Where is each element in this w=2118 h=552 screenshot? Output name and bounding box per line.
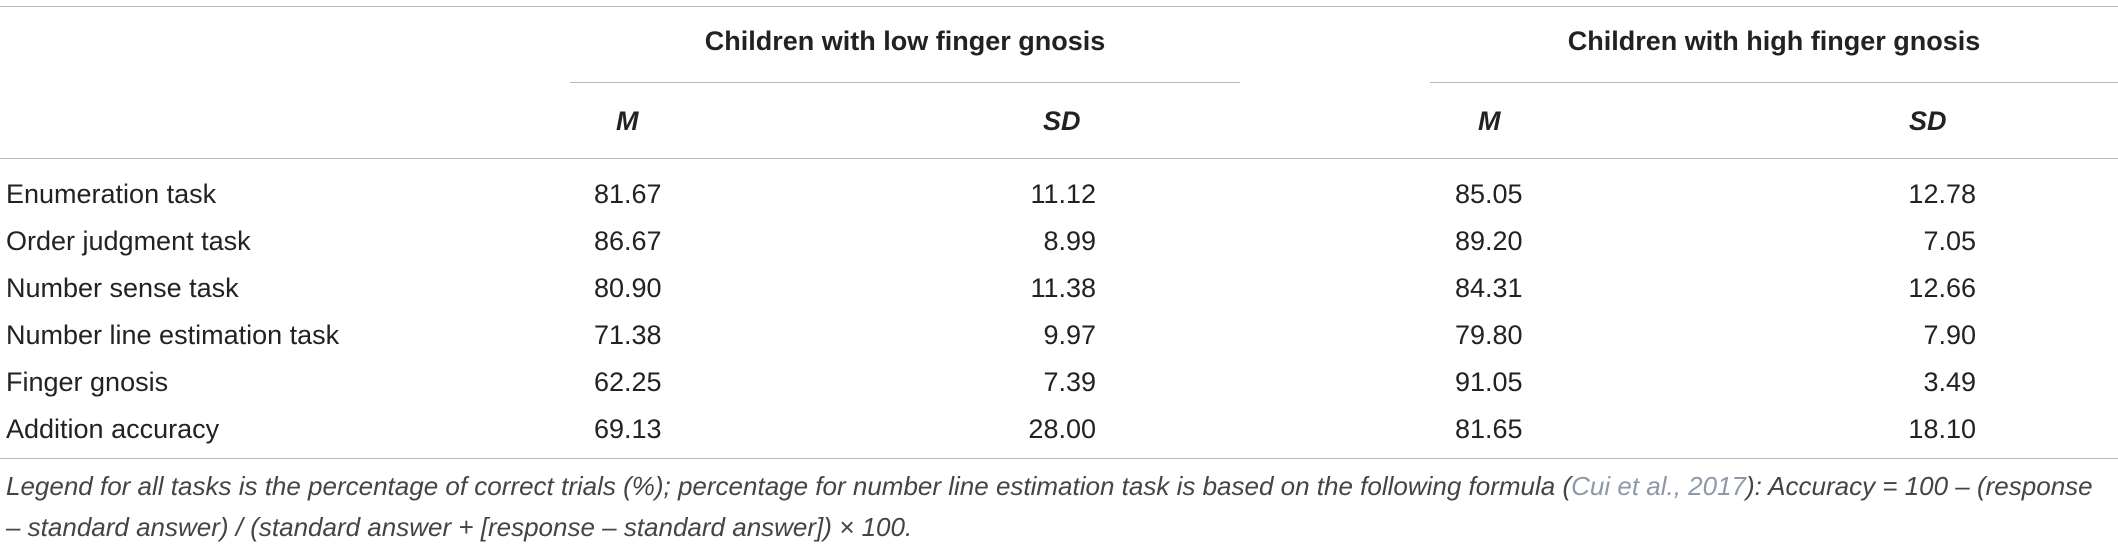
high-m-value: 79.80 xyxy=(1455,320,1523,350)
row-label: Order judgment task xyxy=(6,226,251,256)
table-bottom-rule xyxy=(0,458,2118,459)
high-sd-value: 12.66 xyxy=(1908,273,1976,303)
high-m-value: 84.31 xyxy=(1455,273,1523,303)
low-m-value: 81.67 xyxy=(594,179,662,209)
high-sd-value: 12.78 xyxy=(1908,179,1976,209)
high-group-underline xyxy=(1430,82,2118,83)
column-header-high-sd: SD xyxy=(1909,106,1947,136)
footnote-text-after-citation: ): Accuracy = 100 – (response – standard… xyxy=(6,471,2093,542)
high-m-value: 89.20 xyxy=(1455,226,1523,256)
low-sd-value: 11.38 xyxy=(1030,273,1096,303)
row-label: Finger gnosis xyxy=(6,367,169,397)
low-sd-value: 8.99 xyxy=(1043,226,1096,256)
low-m-value: 69.13 xyxy=(594,414,662,444)
high-m-value: 81.65 xyxy=(1455,414,1523,444)
high-sd-value: 7.05 xyxy=(1923,226,1976,256)
row-label: Addition accuracy xyxy=(6,414,220,444)
low-m-value: 86.67 xyxy=(594,226,662,256)
footnote-text-before-citation: Legend for all tasks is the percentage o… xyxy=(6,471,1572,501)
high-sd-value: 3.49 xyxy=(1923,367,1976,397)
group-header-high-finger-gnosis: Children with high finger gnosis xyxy=(1567,26,1981,56)
low-m-value: 71.38 xyxy=(594,320,662,350)
low-sd-value: 7.39 xyxy=(1043,367,1096,397)
column-header-low-sd: SD xyxy=(1043,106,1081,136)
row-label: Number sense task xyxy=(6,273,239,303)
low-sd-value: 9.97 xyxy=(1043,320,1096,350)
high-m-value: 85.05 xyxy=(1455,179,1523,209)
column-header-low-m: M xyxy=(616,106,639,136)
row-label: Enumeration task xyxy=(6,179,217,209)
group-header-low-finger-gnosis: Children with low finger gnosis xyxy=(704,26,1106,56)
row-label: Number line estimation task xyxy=(6,320,340,350)
low-group-underline xyxy=(570,82,1240,83)
low-sd-value: 11.12 xyxy=(1030,179,1096,209)
column-header-high-m: M xyxy=(1478,106,1501,136)
citation-link[interactable]: Cui et al., 2017 xyxy=(1571,471,1747,501)
header-bottom-rule xyxy=(0,158,2118,159)
table-top-rule xyxy=(0,6,2118,7)
low-sd-value: 28.00 xyxy=(1028,414,1096,444)
high-m-value: 91.05 xyxy=(1455,367,1523,397)
high-sd-value: 18.10 xyxy=(1908,414,1976,444)
low-m-value: 62.25 xyxy=(594,367,662,397)
table-footnote: Legend for all tasks is the percentage o… xyxy=(6,466,2111,548)
high-sd-value: 7.90 xyxy=(1923,320,1976,350)
low-m-value: 80.90 xyxy=(594,273,662,303)
